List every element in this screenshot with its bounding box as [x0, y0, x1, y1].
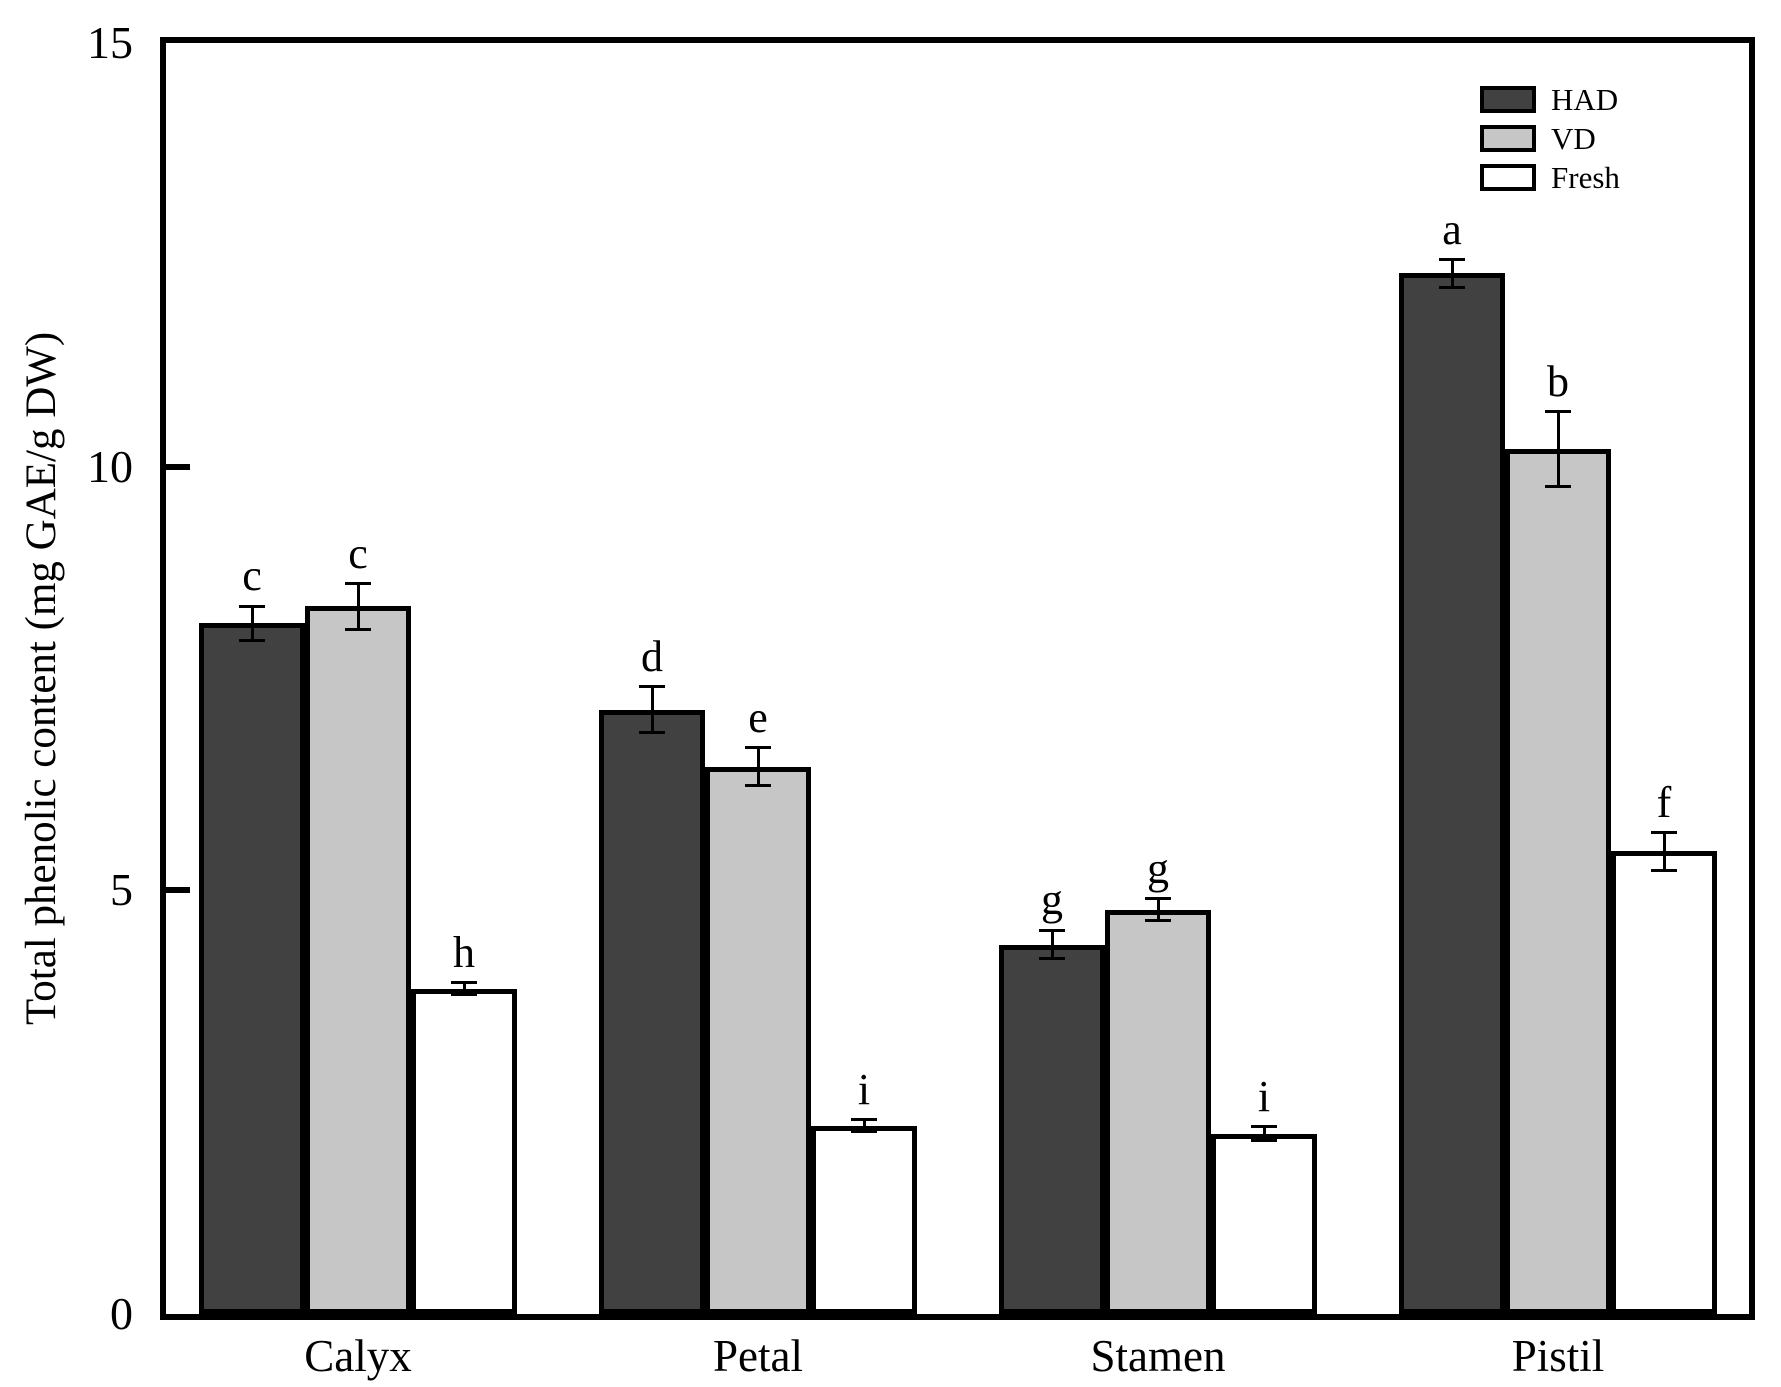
y-tick-label: 0 [110, 1288, 133, 1339]
error-bar-cap [1439, 285, 1465, 289]
bar-had-petal [599, 709, 705, 1314]
bar-vd-stamen [1105, 909, 1211, 1314]
significance-letter: g [1147, 843, 1169, 893]
y-tick-mark [166, 463, 190, 470]
significance-letter: i [1257, 1071, 1271, 1121]
error-bar-line [650, 686, 654, 733]
bar-vd-petal [705, 766, 811, 1314]
error-bar-cap [345, 627, 371, 631]
error-bar-line [462, 982, 466, 995]
error-bar-cap [1039, 928, 1065, 932]
error-bar-cap [1651, 868, 1677, 872]
error-bar-cap [851, 1130, 877, 1134]
error-bar-cap [1545, 410, 1571, 414]
legend-item-vd: VD [1480, 119, 1620, 158]
x-axis-label-petal: Petal [713, 1331, 803, 1381]
significance-letter: i [857, 1064, 871, 1114]
error-bar-line [862, 1119, 866, 1132]
y-tick-label: 15 [87, 17, 133, 68]
error-bar-line [250, 606, 254, 641]
x-axis-label-stamen: Stamen [1090, 1331, 1226, 1381]
bar-vd-calyx [305, 606, 411, 1314]
x-axis-label-pistil: Pistil [1511, 1331, 1605, 1381]
x-axis-label-calyx: Calyx [304, 1331, 412, 1381]
error-bar-line [1662, 832, 1666, 870]
error-bar-cap [451, 981, 477, 985]
error-bar-cap [1651, 831, 1677, 835]
error-bar-cap [345, 582, 371, 586]
error-bar-line [1156, 898, 1160, 921]
bar-fresh-stamen [1211, 1133, 1317, 1314]
bar-vd-pistil [1505, 448, 1611, 1314]
legend-label-vd: VD [1551, 121, 1596, 156]
legend: HAD VD Fresh [1480, 80, 1620, 197]
y-axis-title: Total phenolic content (mg GAE/g DW) [18, 331, 65, 1026]
error-bar-cap [1545, 484, 1571, 488]
error-bar-line [356, 583, 360, 630]
significance-letter: f [1656, 777, 1672, 827]
error-bar-cap [1251, 1138, 1277, 1142]
error-bar-cap [745, 746, 771, 750]
error-bar-line [1050, 930, 1054, 959]
error-bar-cap [451, 993, 477, 997]
legend-swatch-fresh [1480, 164, 1536, 191]
legend-swatch-vd [1480, 125, 1536, 152]
bar-had-stamen [999, 944, 1105, 1314]
legend-item-fresh: Fresh [1480, 158, 1620, 197]
significance-letter: d [641, 631, 663, 681]
significance-letter: e [748, 692, 768, 742]
error-bar-cap [239, 638, 265, 642]
legend-label-fresh: Fresh [1551, 160, 1620, 195]
significance-letter: h [453, 927, 475, 977]
bar-fresh-calyx [411, 988, 517, 1314]
significance-letter: c [348, 528, 368, 578]
bar-fresh-petal [811, 1125, 917, 1314]
error-bar-cap [745, 783, 771, 787]
plot-inner: c c h d e i g g i a b f [166, 43, 1749, 1314]
y-tick-mark [166, 887, 190, 894]
legend-swatch-had [1480, 86, 1536, 113]
y-tick-label: 10 [87, 440, 133, 492]
error-bar-line [756, 747, 760, 786]
error-bar-cap [1145, 897, 1171, 901]
significance-letter: g [1041, 875, 1063, 925]
error-bar-cap [1145, 919, 1171, 923]
error-bar-line [1450, 259, 1454, 288]
error-bar-line [1262, 1126, 1266, 1141]
y-tick-label: 5 [110, 864, 133, 916]
significance-letter: b [1547, 356, 1569, 406]
plot-area: c c h d e i g g i a b f [160, 37, 1755, 1320]
legend-item-had: HAD [1480, 80, 1620, 119]
bar-fresh-pistil [1611, 851, 1717, 1314]
legend-label-had: HAD [1551, 82, 1619, 117]
significance-letter: a [1442, 204, 1462, 254]
error-bar-cap [639, 685, 665, 689]
error-bar-cap [1251, 1125, 1277, 1129]
error-bar-cap [851, 1118, 877, 1122]
significance-letter: c [242, 551, 262, 601]
bar-had-calyx [199, 623, 305, 1314]
error-bar-cap [1439, 258, 1465, 262]
error-bar-cap [639, 731, 665, 735]
error-bar-line [1556, 411, 1560, 487]
error-bar-cap [239, 604, 265, 608]
error-bar-cap [1039, 957, 1065, 961]
bar-had-pistil [1399, 273, 1505, 1314]
